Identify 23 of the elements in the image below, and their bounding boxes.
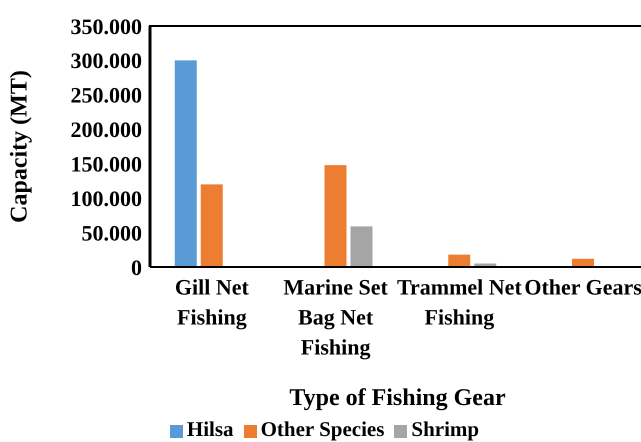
y-tick-label: 0	[131, 254, 142, 280]
legend-label: Hilsa	[186, 417, 234, 441]
bar	[174, 60, 197, 267]
y-tick-label: 300.000	[70, 48, 142, 74]
x-tick-label: Marine Set Bag Net Fishing	[283, 274, 389, 360]
bar	[350, 226, 372, 267]
y-tick-label: 100.000	[70, 186, 142, 211]
bar	[200, 184, 223, 267]
y-tick-label: 50.000	[82, 220, 142, 246]
x-tick-label: Gill Net Fishing	[174, 274, 250, 330]
y-tick-label: 200.000	[70, 117, 142, 142]
y-tick-label: 350.000	[70, 14, 142, 39]
legend-label: Shrimp	[411, 417, 480, 441]
bar	[448, 254, 470, 267]
legend-label: Other Species	[260, 417, 384, 441]
x-tick-label: Other Gears	[524, 274, 641, 300]
x-axis-title: Type of Fishing Gear	[289, 385, 506, 411]
bar	[572, 258, 594, 267]
bar	[324, 165, 346, 267]
x-tick-label: Trammel Net Fishing	[396, 274, 522, 330]
y-tick-label: 150.000	[70, 152, 142, 177]
y-axis-title: Capacity (MT)	[6, 70, 33, 223]
y-tick-label: 250.000	[70, 82, 142, 108]
